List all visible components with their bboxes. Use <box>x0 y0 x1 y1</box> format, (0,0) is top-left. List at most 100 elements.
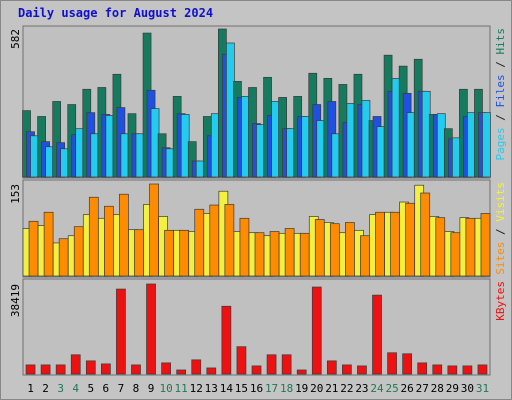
bar <box>345 222 355 277</box>
x-tick-label: 26 <box>401 382 414 395</box>
x-tick-label: 14 <box>220 382 234 395</box>
bar <box>43 211 54 277</box>
bar <box>390 211 400 277</box>
bar <box>191 359 202 375</box>
bar <box>296 369 307 375</box>
bar <box>131 364 141 375</box>
bar <box>236 346 247 375</box>
bar <box>251 365 262 375</box>
x-tick-label: 17 <box>265 382 278 395</box>
bar <box>432 364 443 375</box>
legend-separator: / <box>494 108 507 128</box>
bar <box>299 232 310 277</box>
bar <box>450 232 461 277</box>
bar <box>387 352 397 375</box>
bar <box>254 232 265 277</box>
y-max-label: 582 <box>9 29 22 49</box>
bar <box>146 283 156 375</box>
bar <box>405 202 415 277</box>
bar <box>420 192 431 277</box>
bar <box>482 112 491 178</box>
bar <box>73 226 84 277</box>
bar <box>342 364 352 375</box>
x-tick-label: 3 <box>57 382 64 395</box>
bar <box>266 354 277 375</box>
x-tick-label: 15 <box>235 382 248 395</box>
bar <box>209 204 220 277</box>
legend-entry: Pages <box>494 127 507 160</box>
bar <box>311 286 322 375</box>
x-tick-label: 8 <box>133 382 140 395</box>
bar <box>281 354 292 375</box>
x-tick-label: 19 <box>295 382 308 395</box>
legend-entry: KBytes <box>494 281 507 321</box>
bar <box>194 208 205 277</box>
bar <box>28 220 39 277</box>
bar <box>101 363 111 375</box>
bar <box>176 369 187 375</box>
bar <box>314 219 325 277</box>
bar <box>465 217 476 277</box>
bar <box>239 217 250 277</box>
y-max-label: 153 <box>9 184 22 204</box>
bar <box>134 229 144 277</box>
x-tick-label: 30 <box>461 382 474 395</box>
bar <box>372 294 382 375</box>
bar <box>161 362 171 375</box>
x-tick-label: 2 <box>42 382 49 395</box>
bar <box>477 364 488 375</box>
bar <box>179 229 190 277</box>
bar <box>224 204 235 277</box>
bar <box>206 367 217 375</box>
legend: Sites / Visits <box>494 182 507 275</box>
x-tick-label: 29 <box>446 382 459 395</box>
bar <box>357 365 367 375</box>
bar <box>284 228 295 277</box>
x-tick-label: 13 <box>205 382 218 395</box>
bar <box>269 231 280 277</box>
x-tick-label: 16 <box>250 382 263 395</box>
x-tick-label: 25 <box>385 382 398 395</box>
legend: Pages / Files / Hits <box>494 28 507 161</box>
bar <box>25 364 36 375</box>
bar <box>375 211 385 277</box>
bar <box>417 362 428 375</box>
bar <box>221 305 232 375</box>
x-tick-label: 23 <box>355 382 368 395</box>
x-tick-label: 5 <box>87 382 94 395</box>
legend-entry: Files <box>494 74 507 107</box>
bar <box>58 238 69 277</box>
bar <box>329 223 340 277</box>
bar <box>435 217 446 277</box>
x-tick-label: 24 <box>370 382 384 395</box>
bar <box>447 365 458 375</box>
legend-separator: / <box>494 55 507 75</box>
bar <box>149 183 159 277</box>
legend-separator: / <box>494 222 507 242</box>
panel <box>22 278 491 376</box>
x-tick-label: 11 <box>175 382 188 395</box>
bar <box>326 360 337 375</box>
x-tick-label: 20 <box>310 382 323 395</box>
legend-entry: Visits <box>494 182 507 222</box>
x-tick-label: 6 <box>103 382 110 395</box>
bar <box>40 364 51 375</box>
bar <box>55 364 66 375</box>
x-tick-label: 12 <box>190 382 203 395</box>
x-tick-label: 22 <box>340 382 353 395</box>
x-tick-label: 9 <box>148 382 155 395</box>
chart-title: Daily usage for August 2024 <box>18 6 213 20</box>
legend: KBytes <box>494 281 507 321</box>
x-tick-label: 31 <box>476 382 489 395</box>
bar <box>119 193 129 277</box>
bar <box>116 288 126 375</box>
bar <box>480 213 491 277</box>
x-tick-label: 18 <box>280 382 293 395</box>
x-tick-label: 7 <box>118 382 125 395</box>
x-tick-label: 21 <box>325 382 338 395</box>
bar <box>402 353 412 375</box>
bar <box>360 235 370 277</box>
bar <box>88 196 99 277</box>
x-tick-label: 1 <box>27 382 34 395</box>
